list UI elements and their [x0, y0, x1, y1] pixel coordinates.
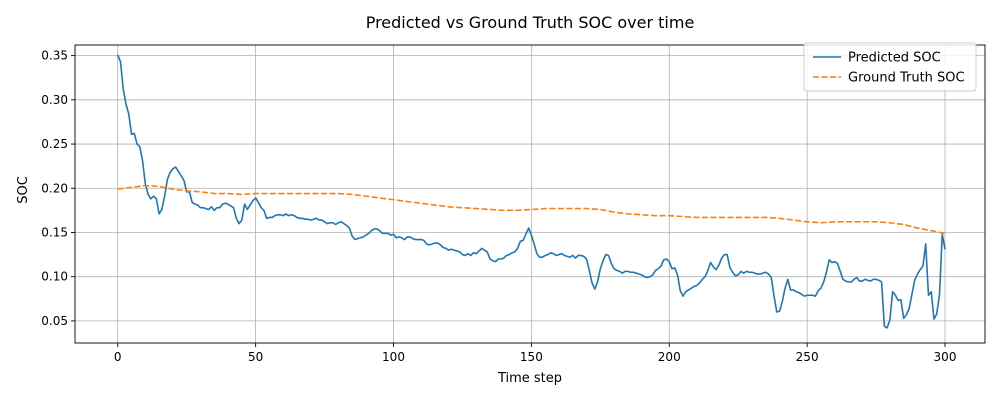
- x-tick-label: 300: [934, 350, 957, 364]
- y-tick-label: 0.05: [41, 314, 68, 328]
- legend-box: [803, 42, 977, 92]
- y-tick-label: 0.35: [41, 49, 68, 63]
- axes-frame: [74, 44, 986, 344]
- y-tick-label: 0.15: [41, 225, 68, 239]
- series-line-predicted-soc: [116, 54, 946, 329]
- y-tick-label: 0.10: [41, 270, 68, 284]
- y-tick-label: 0.30: [41, 93, 68, 107]
- plot-area: [74, 44, 986, 344]
- y-axis-ticks: 0.05 0.10 0.15 0.20 0.25 0.30 0.35: [41, 49, 75, 328]
- y-axis-label: SOC: [16, 176, 31, 204]
- legend: Predicted SOC Ground Truth SOC: [803, 42, 977, 92]
- x-axis-ticks: 0 50 100 150 200 250 300: [114, 343, 957, 364]
- x-tick-label: 200: [658, 350, 681, 364]
- legend-label: Ground Truth SOC: [848, 71, 965, 86]
- y-tick-label: 0.25: [41, 137, 68, 151]
- chart-title: Predicted vs Ground Truth SOC over time: [366, 13, 695, 32]
- x-tick-label: 50: [248, 350, 263, 364]
- x-tick-label: 250: [796, 350, 819, 364]
- x-tick-label: 100: [382, 350, 405, 364]
- legend-label: Predicted SOC: [848, 51, 941, 66]
- series-line-ground-truth-soc: [117, 184, 946, 235]
- x-tick-label: 0: [114, 350, 122, 364]
- y-tick-label: 0.20: [41, 181, 68, 195]
- x-axis-label: Time step: [497, 371, 562, 386]
- x-tick-label: 150: [520, 350, 543, 364]
